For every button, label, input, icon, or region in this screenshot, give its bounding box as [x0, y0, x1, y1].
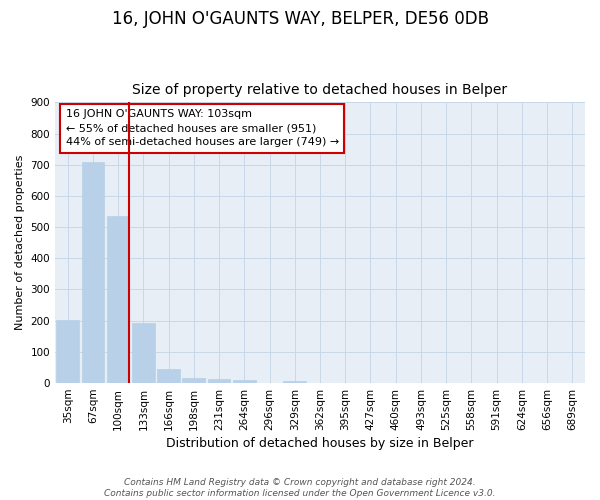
- Bar: [157, 370, 180, 383]
- Bar: [283, 380, 306, 383]
- Bar: [82, 162, 104, 383]
- Bar: [182, 378, 205, 383]
- Y-axis label: Number of detached properties: Number of detached properties: [15, 155, 25, 330]
- Text: 16, JOHN O'GAUNTS WAY, BELPER, DE56 0DB: 16, JOHN O'GAUNTS WAY, BELPER, DE56 0DB: [112, 10, 488, 28]
- Bar: [56, 320, 79, 383]
- Bar: [233, 380, 256, 383]
- Bar: [208, 379, 230, 383]
- Text: 16 JOHN O'GAUNTS WAY: 103sqm
← 55% of detached houses are smaller (951)
44% of s: 16 JOHN O'GAUNTS WAY: 103sqm ← 55% of de…: [65, 110, 339, 148]
- Title: Size of property relative to detached houses in Belper: Size of property relative to detached ho…: [133, 83, 508, 97]
- Bar: [132, 323, 155, 383]
- Bar: [107, 216, 130, 383]
- X-axis label: Distribution of detached houses by size in Belper: Distribution of detached houses by size …: [166, 437, 474, 450]
- Text: Contains HM Land Registry data © Crown copyright and database right 2024.
Contai: Contains HM Land Registry data © Crown c…: [104, 478, 496, 498]
